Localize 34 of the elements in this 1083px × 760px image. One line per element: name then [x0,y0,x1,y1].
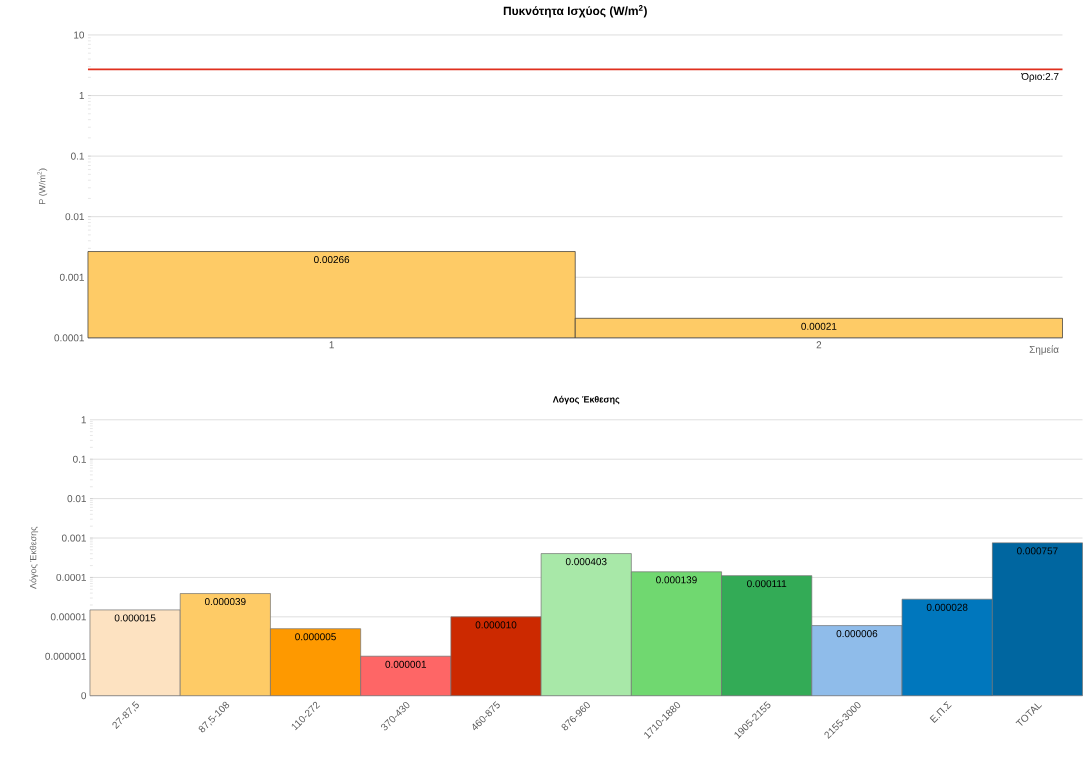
data-label: 0.000005 [295,633,336,641]
y-tick-label: 0.001 [61,534,86,542]
y-axis-title: Λόγος Έκθεσης [29,526,39,590]
y-tick-label: 0.01 [67,495,86,503]
y-tick-label: 0.00001 [50,613,86,621]
y-tick-label: 1 [79,92,84,100]
data-label: 0.00021 [801,323,837,331]
data-label: 0.000757 [1017,547,1058,555]
data-label: 0.000001 [385,660,427,668]
data-label: 0.000039 [204,598,246,606]
data-label: 0.000015 [114,614,156,622]
data-label: 0.000010 [475,621,517,629]
y-tick-label: 10 [74,31,85,39]
data-label: 0.000028 [926,603,968,611]
data-label: 0.00266 [314,256,350,264]
data-label: 0.000006 [836,630,878,638]
ref-line-label: Όριο:2.7 [1020,73,1059,83]
x-tick-label: 2 [816,341,822,349]
data-label: 0.000139 [656,576,697,584]
y-tick-label: 0.0001 [54,334,84,342]
y-tick-label: 0.000001 [45,652,86,660]
data-label: 0.000111 [747,580,787,588]
y-axis-title: P (W/m$^{2}$) [37,168,48,205]
x-axis-title: Σημεία [1029,345,1059,356]
y-tick-label: 0.01 [65,213,84,221]
y-tick-label: 0.1 [71,152,84,160]
y-tick-label: 0 [81,692,87,700]
chart-title: Πυκνότητα Ισχύος (W/m$^{2}$) [503,5,647,18]
y-tick-label: 1 [81,416,86,424]
y-tick-label: 0.1 [73,455,86,463]
data-label: 0.000403 [565,558,607,566]
y-tick-label: 0.001 [59,273,84,281]
y-tick-label: 0.0001 [56,574,86,582]
chart-title: Λόγος Έκθεσης [552,396,620,405]
